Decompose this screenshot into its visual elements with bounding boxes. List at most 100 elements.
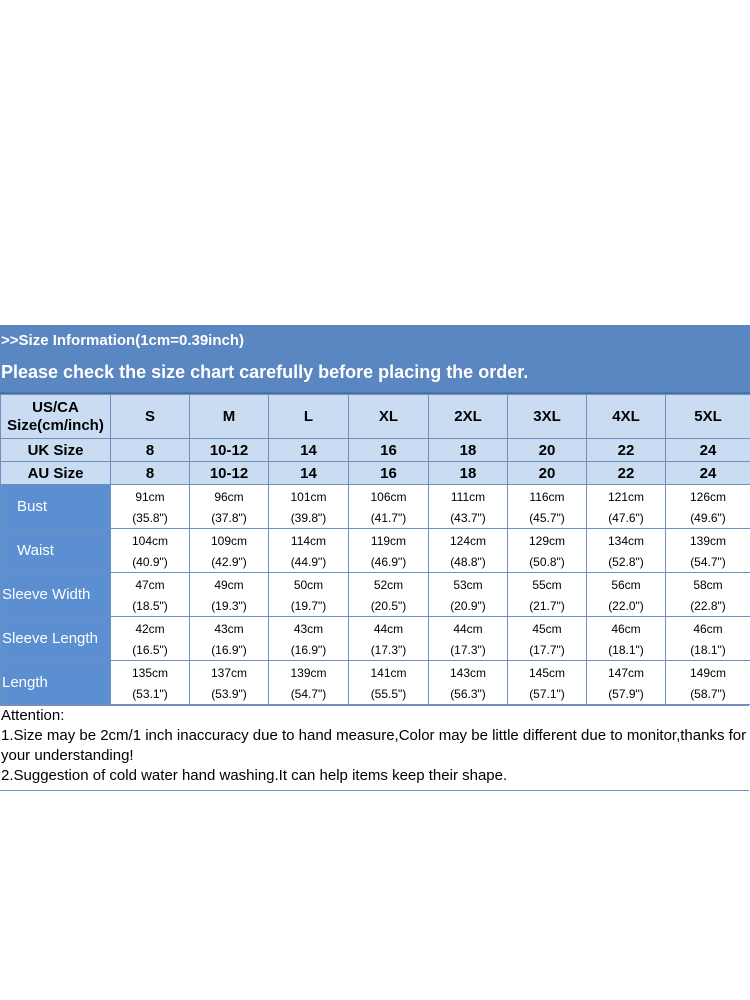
- us-ca-size-label: US/CA Size(cm/inch): [0, 394, 111, 439]
- au-size-cell: 14: [268, 461, 349, 485]
- size-chart: >>Size Information(1cm=0.39inch) Please …: [0, 325, 750, 791]
- size-3xl: 3XL: [507, 394, 587, 439]
- waist-cell: 114cm (44.9"): [268, 528, 349, 573]
- bust-cm-value: 121cm: [607, 489, 645, 504]
- length-cell: 149cm (58.7"): [665, 660, 750, 705]
- au-size-cell: 24: [665, 461, 750, 485]
- sleeve-width-row: Sleeve Width 47cm (18.5") 49cm (19.3") 50cm (1…: [0, 572, 750, 617]
- waist-cm-value: 129cm: [528, 533, 566, 548]
- waist-cm-value: 124cm: [449, 533, 487, 548]
- bust-cm-value: 126cm: [689, 489, 727, 504]
- sleeve-length-inch-value: (17.3"): [370, 642, 407, 657]
- attention-heading: Attention:: [1, 707, 65, 724]
- sleeve-length-cm-value: 44cm: [453, 621, 483, 636]
- sleeve-width-cell: 58cm (22.8"): [665, 572, 750, 617]
- sleeve-length-cell: 43cm (16.9"): [268, 616, 349, 661]
- sleeve-width-cm-value: 49cm: [214, 577, 244, 592]
- size-xl: XL: [348, 394, 429, 439]
- bust-cm-value: 96cm: [214, 489, 244, 504]
- au-size-cell: 20: [507, 461, 587, 485]
- size-5xl: 5XL: [665, 394, 750, 439]
- sleeve-length-inch-value: (17.7"): [529, 642, 565, 657]
- bust-cm-value: 91cm: [135, 489, 165, 504]
- attention-note-2: 2.Suggestion of cold water hand washing.…: [1, 767, 508, 784]
- sleeve-width-cell: 49cm (19.3"): [189, 572, 269, 617]
- sleeve-length-cell: 44cm (17.3"): [348, 616, 429, 661]
- size-header-row: US/CA Size(cm/inch) S M L XL 2XL 3XL 4XL 5XL: [0, 394, 750, 439]
- uk-size-cell: 10-12: [189, 438, 269, 462]
- bust-cm-value: 106cm: [370, 489, 407, 504]
- length-cm-value: 147cm: [607, 665, 645, 680]
- sleeve-width-inch-value: (20.5"): [370, 598, 407, 613]
- waist-cell: 104cm (40.9"): [110, 528, 190, 573]
- au-size-cell: 22: [586, 461, 666, 485]
- bust-label-text: Bust: [17, 498, 48, 515]
- waist-inch-value: (44.9"): [290, 554, 327, 569]
- bust-inch-value: (35.8"): [132, 510, 168, 525]
- length-cell: 135cm (53.1"): [110, 660, 190, 705]
- sleeve-width-inch-value: (20.9"): [450, 598, 486, 613]
- au-size-cell: 16: [348, 461, 429, 485]
- size-2xl: 2XL: [428, 394, 508, 439]
- size-unit-label: Size(cm/inch): [7, 416, 104, 434]
- length-row: Length 135cm (53.1") 137cm (53.9") 139cm (54.7…: [0, 660, 750, 705]
- bust-label: Bust: [0, 484, 111, 529]
- sleeve-length-cell: 45cm (17.7"): [507, 616, 587, 661]
- sleeve-length-inch-value: (18.1"): [690, 642, 726, 657]
- sleeve-length-cm-value: 43cm: [214, 621, 244, 636]
- waist-inch-value: (40.9"): [132, 554, 168, 569]
- bust-cm-value: 111cm: [450, 489, 486, 504]
- sleeve-length-inch-value: (16.5"): [132, 642, 168, 657]
- sleeve-width-inch-value: (22.8"): [690, 598, 726, 613]
- length-cm-value: 135cm: [131, 665, 169, 680]
- uk-size-cell: 16: [348, 438, 429, 462]
- length-inch-value: (57.1"): [529, 686, 565, 701]
- bust-cell: 126cm (49.6"): [665, 484, 750, 529]
- bust-cell: 101cm (39.8"): [268, 484, 349, 529]
- sleeve-width-cm-value: 52cm: [373, 577, 404, 592]
- sleeve-width-cm-value: 50cm: [293, 577, 324, 592]
- sleeve-width-cell: 56cm (22.0"): [586, 572, 666, 617]
- sleeve-width-inch-value: (22.0"): [608, 598, 644, 613]
- bust-cell: 96cm (37.8"): [189, 484, 269, 529]
- uk-size-cell: 14: [268, 438, 349, 462]
- bust-row: Bust 91cm (35.8") 96cm (37.8") 101cm (39.8") 10…: [0, 484, 750, 529]
- bust-cell: 106cm (41.7"): [348, 484, 429, 529]
- waist-cell: 109cm (42.9"): [189, 528, 269, 573]
- sleeve-width-label-text: Sleeve Width: [2, 586, 91, 603]
- length-inch-value: (54.7"): [290, 686, 327, 701]
- sleeve-width-cell: 53cm (20.9"): [428, 572, 508, 617]
- waist-inch-value: (52.8"): [608, 554, 644, 569]
- au-size-cell: 18: [428, 461, 508, 485]
- sleeve-width-cm-value: 58cm: [693, 577, 723, 592]
- sleeve-width-cell: 55cm (21.7"): [507, 572, 587, 617]
- sleeve-width-cm-value: 55cm: [532, 577, 562, 592]
- sleeve-width-cm-value: 56cm: [611, 577, 641, 592]
- au-size-row: AU Size 8 10-12 14 16 18 20 22 24: [0, 461, 750, 485]
- bust-cell: 91cm (35.8"): [110, 484, 190, 529]
- waist-label: Waist: [0, 528, 111, 573]
- sleeve-length-cell: 46cm (18.1"): [586, 616, 666, 661]
- sleeve-width-cell: 47cm (18.5"): [110, 572, 190, 617]
- length-cell: 143cm (56.3"): [428, 660, 508, 705]
- sleeve-length-cm-value: 45cm: [532, 621, 562, 636]
- waist-cell: 134cm (52.8"): [586, 528, 666, 573]
- sleeve-length-label: Sleeve Length: [0, 616, 111, 661]
- bust-inch-value: (37.8"): [211, 510, 247, 525]
- waist-inch-value: (42.9"): [211, 554, 247, 569]
- uk-size-label: UK Size: [0, 438, 111, 462]
- waist-row: Waist 104cm (40.9") 109cm (42.9") 114cm (44.9"…: [0, 528, 750, 573]
- size-s: S: [110, 394, 190, 439]
- length-cm-value: 137cm: [210, 665, 248, 680]
- waist-cm-value: 119cm: [370, 533, 407, 548]
- uk-size-cell: 18: [428, 438, 508, 462]
- bust-cm-value: 116cm: [529, 489, 565, 504]
- waist-cm-value: 139cm: [689, 533, 727, 548]
- length-label: Length: [0, 660, 111, 705]
- length-cell: 137cm (53.9"): [189, 660, 269, 705]
- waist-label-text: Waist: [17, 542, 54, 559]
- bust-inch-value: (49.6"): [690, 510, 726, 525]
- size-chart-instruction: Please check the size chart carefully be…: [0, 354, 750, 394]
- length-inch-value: (57.9"): [608, 686, 644, 701]
- attention-note-1: 1.Size may be 2cm/1 inch inaccuracy due …: [1, 727, 747, 764]
